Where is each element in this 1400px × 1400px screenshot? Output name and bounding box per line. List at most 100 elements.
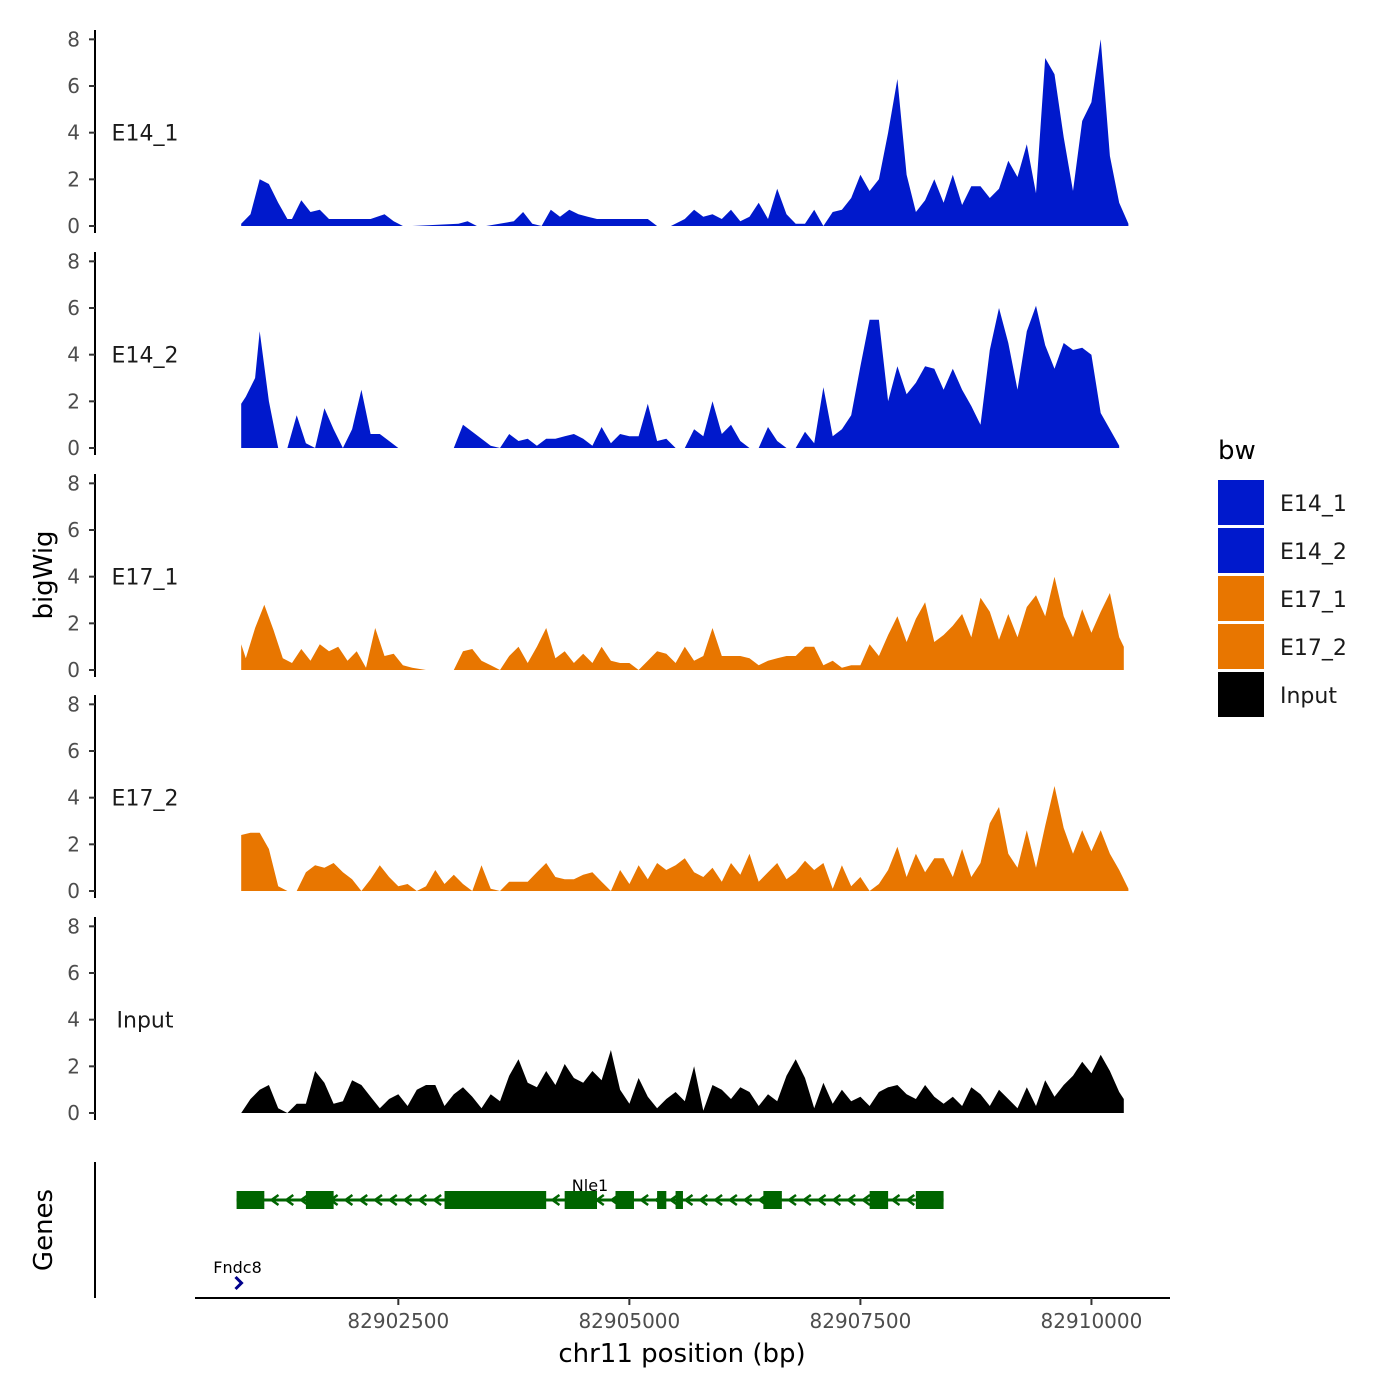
gene-nle1: Nle1 (236, 1176, 944, 1209)
track-label: E14_1 (112, 122, 179, 147)
legend-swatch (1218, 624, 1264, 669)
legend-swatch (1218, 480, 1264, 525)
track-e14-1: 0 2 4 6 8 E14_1 (67, 27, 1129, 238)
y-tick-label: 8 (67, 249, 80, 273)
track-e17-1: 0 2 4 6 8 E17_1 (67, 471, 1124, 682)
track-input: 0 2 4 6 8 Input (67, 914, 1124, 1125)
strand-arrow (905, 1193, 916, 1207)
legend-swatch (1218, 576, 1264, 621)
legend-item: E17_2 (1218, 624, 1347, 669)
y-axis-title: bigWig (29, 530, 59, 619)
gene-exon (675, 1191, 683, 1209)
strand-arrow (683, 1193, 694, 1207)
y-tick-label: 0 (67, 658, 80, 682)
strand-arrow (358, 1193, 368, 1207)
strand-arrow (816, 1193, 827, 1207)
y-axis-title-group: bigWig (29, 530, 59, 619)
strand-arrow (234, 1275, 244, 1291)
track-e14-2: 0 2 4 6 8 E14_2 (67, 249, 1120, 460)
strand-arrow (638, 1193, 649, 1207)
y-tick-label: 0 (67, 1101, 80, 1125)
x-tick-label: 82902500 (347, 1309, 449, 1333)
y-tick-label: 8 (67, 692, 80, 716)
track-label: E17_1 (112, 566, 179, 591)
gene-label: Nle1 (572, 1176, 608, 1195)
legend: bw E14_1 E14_2 E17_1 E17_2 Input (1218, 436, 1347, 717)
gene-label: Fndc8 (213, 1258, 261, 1277)
coverage-area-e14-2 (241, 305, 1120, 448)
x-axis: 82902500 82905000 82907500 82910000 (195, 1297, 1170, 1333)
strand-arrow (284, 1193, 294, 1207)
gene-exon (869, 1191, 889, 1209)
gene-exon (763, 1191, 782, 1209)
legend-label: E14_2 (1280, 540, 1347, 565)
strand-arrow (550, 1193, 561, 1207)
strand-arrow (343, 1193, 354, 1207)
y-tick-label: 4 (67, 565, 80, 589)
y-tick-label: 4 (67, 786, 80, 810)
strand-arrow (831, 1193, 842, 1207)
strand-arrow (727, 1193, 738, 1207)
strand-arrow (431, 1193, 442, 1207)
x-tick-label: 82910000 (1041, 1309, 1143, 1333)
strand-arrow (298, 1193, 309, 1207)
y-tick-label: 2 (67, 832, 80, 856)
track-label: E17_2 (112, 787, 179, 812)
strand-arrow (846, 1193, 856, 1207)
legend-label: E17_1 (1280, 588, 1347, 613)
legend-title: bw (1218, 436, 1256, 466)
coverage-area-input (241, 1050, 1124, 1113)
strand-arrow (402, 1193, 413, 1207)
y-tick-label: 6 (67, 518, 80, 542)
y-tick-label: 8 (67, 471, 80, 495)
y-tick-label: 6 (67, 739, 80, 763)
gene-exon (236, 1191, 265, 1209)
strand-arrow (417, 1193, 428, 1207)
strand-arrow (786, 1193, 797, 1207)
strand-arrow (698, 1193, 709, 1207)
coverage-area-e17-1 (241, 576, 1124, 670)
gene-exon (657, 1191, 667, 1209)
gene-fndc8: Fndc8 (213, 1258, 262, 1291)
y-tick-label: 4 (67, 1008, 80, 1032)
legend-item: E14_2 (1218, 528, 1347, 573)
strand-arrow (712, 1193, 723, 1207)
y-tick-label: 0 (67, 214, 80, 238)
x-tick-label: 82905000 (578, 1309, 680, 1333)
coverage-area-e17-2 (241, 786, 1129, 891)
legend-label: E14_1 (1280, 492, 1347, 517)
legend-item: E17_1 (1218, 576, 1347, 621)
y-tick-label: 2 (67, 1054, 80, 1078)
y-tick-label: 4 (67, 121, 80, 145)
coverage-area-e14-1 (241, 39, 1129, 226)
strand-arrow (801, 1193, 812, 1207)
legend-label: Input (1280, 684, 1337, 709)
legend-label: E17_2 (1280, 636, 1347, 661)
y-tick-label: 2 (67, 611, 80, 635)
strand-arrow (269, 1193, 280, 1207)
y-tick-label: 6 (67, 961, 80, 985)
track-e17-2: 0 2 4 6 8 E17_2 (67, 692, 1129, 903)
y-tick-label: 6 (67, 296, 80, 320)
x-tick-label: 82907500 (810, 1309, 912, 1333)
strand-arrow (860, 1193, 871, 1207)
y-tick-label: 0 (67, 879, 80, 903)
legend-item: E14_1 (1218, 480, 1347, 525)
x-axis-title: chr11 position (bp) (558, 1339, 805, 1369)
y-tick-label: 8 (67, 914, 80, 938)
gene-exon (615, 1191, 634, 1209)
strand-arrow (372, 1193, 383, 1207)
legend-swatch (1218, 528, 1264, 573)
strand-arrow (890, 1193, 901, 1207)
strand-arrow (387, 1193, 398, 1207)
y-tick-label: 2 (67, 167, 80, 191)
y-tick-label: 0 (67, 436, 80, 460)
strand-arrow (668, 1193, 679, 1207)
gene-exon (305, 1191, 334, 1209)
y-tick-label: 6 (67, 74, 80, 98)
y-tick-label: 4 (67, 343, 80, 367)
genes-panel: Genes Nle1 Fndc8 (29, 1162, 944, 1298)
track-label: Input (117, 1009, 174, 1034)
y-tick-label: 2 (67, 389, 80, 413)
